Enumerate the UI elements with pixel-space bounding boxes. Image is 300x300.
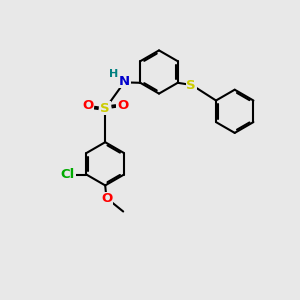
Text: S: S [100, 102, 110, 115]
Text: O: O [101, 192, 112, 206]
Text: S: S [186, 79, 196, 92]
Text: O: O [117, 99, 128, 112]
Text: Cl: Cl [61, 168, 75, 181]
Text: H: H [109, 69, 118, 79]
Text: N: N [119, 75, 130, 88]
Text: O: O [82, 99, 93, 112]
